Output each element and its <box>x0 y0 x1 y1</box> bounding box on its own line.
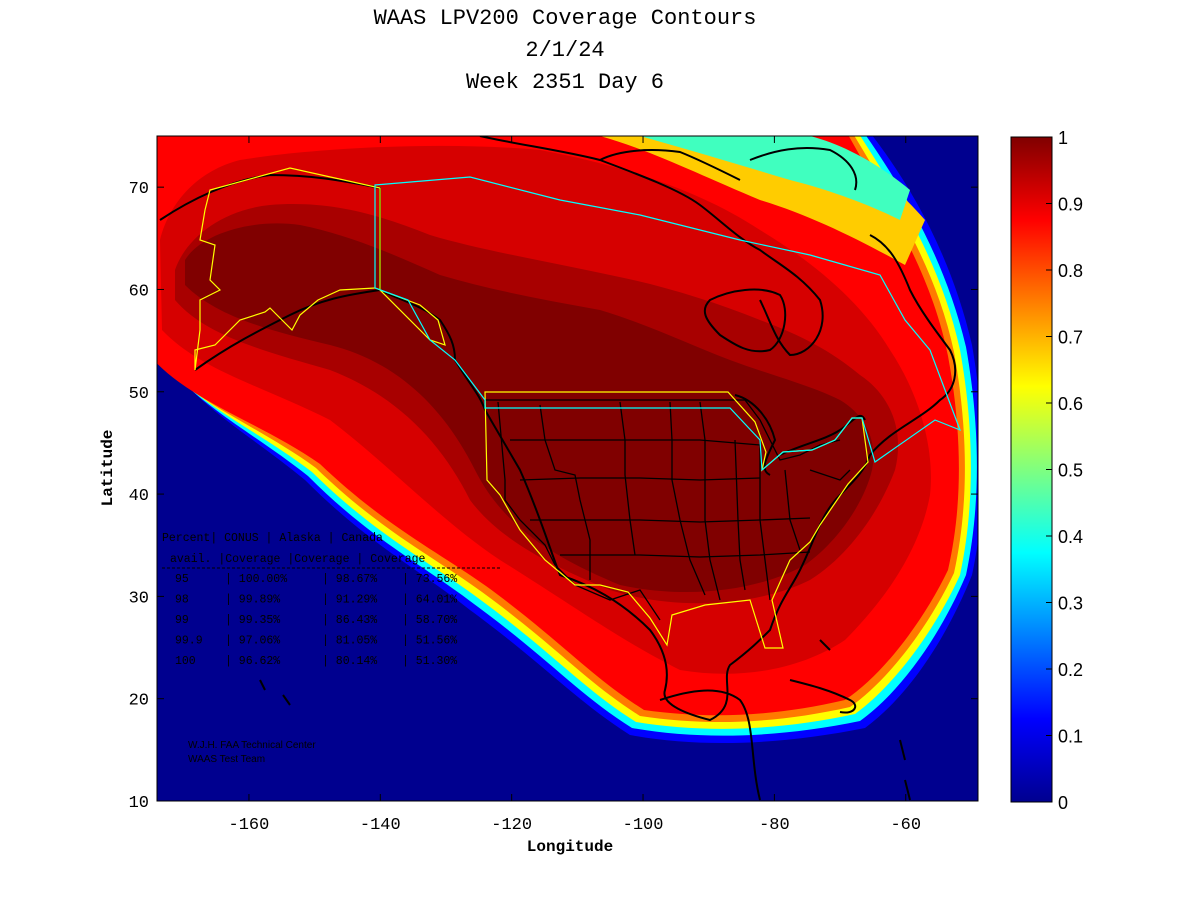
x-tick-label: -140 <box>360 816 401 835</box>
colorbar-tick-label: 0.7 <box>1058 328 1083 348</box>
table-cell-alaska: | 91.29% <box>322 594 377 607</box>
credit-line-1: W.J.H. FAA Technical Center <box>188 740 316 751</box>
colorbar-tick-label: 0.4 <box>1058 527 1083 547</box>
y-tick-label: 70 <box>129 180 149 199</box>
chart-title-line-1: WAAS LPV200 Coverage Contours <box>373 6 757 31</box>
colorbar-tick-label: 0.9 <box>1058 195 1083 215</box>
y-tick-label: 30 <box>129 589 149 608</box>
credit-line-2: WAAS Test Team <box>188 754 265 765</box>
table-cell-percent: 98 <box>175 594 189 607</box>
table-cell-percent: 95 <box>175 573 189 586</box>
table-cell-conus: | 99.35% <box>225 614 280 627</box>
plot-frame <box>156 135 979 802</box>
alaska-boundary <box>194 167 446 371</box>
table-header-canada: Canada <box>342 532 384 545</box>
table-cell-conus: | 100.00% <box>225 573 287 586</box>
colorbar-ticks: 0 0.1 0.2 0.3 0.4 0.5 0.6 0.7 0.8 0.9 1 <box>1046 128 1083 813</box>
y-axis-label: Latitude <box>99 430 117 507</box>
y-tick-label: 10 <box>129 794 149 813</box>
colorbar-tick-label: 0.1 <box>1058 727 1083 747</box>
service-boundaries <box>194 167 962 649</box>
table-cell-alaska: | 86.43% <box>322 614 377 627</box>
table-cell-percent: 100 <box>175 655 196 668</box>
table-rows: 95 | 100.00% | 98.67% | 73.56% 98 | 99.89% | 9… <box>175 573 457 668</box>
colorbar-tick-label: 0 <box>1058 793 1068 813</box>
x-tick-label: -160 <box>229 816 270 835</box>
table-cell-percent: 99 <box>175 614 189 627</box>
table-cell-conus: | 96.62% <box>225 655 280 668</box>
table-header-alaska: Alaska <box>279 532 321 545</box>
table-cell-canada: | 58.70% <box>402 614 457 627</box>
table-cell-canada: | 64.01% <box>402 594 457 607</box>
table-cell-canada: | 51.56% <box>402 635 457 648</box>
table-subheader-alaska: Coverage <box>294 553 349 566</box>
table-cell-canada: | 73.56% <box>402 573 457 586</box>
table-subheader-conus: Coverage <box>225 553 280 566</box>
x-tick-label: -100 <box>623 816 664 835</box>
us-state-boundaries <box>485 399 851 621</box>
colorbar-tick-label: 0.6 <box>1058 394 1083 414</box>
table-cell-alaska: | 98.67% <box>322 573 377 586</box>
table-cell-conus: | 99.89% <box>225 594 280 607</box>
x-tick-label: -120 <box>491 816 532 835</box>
table-subheader-canada: Coverage <box>370 553 425 566</box>
x-axis-label: Longitude <box>527 838 613 856</box>
y-tick-label: 60 <box>129 282 149 301</box>
colorbar <box>1010 136 1053 803</box>
colorbar-tick-label: 0.2 <box>1058 660 1083 680</box>
table-cell-conus: | 97.06% <box>225 635 280 648</box>
x-tick-label: -80 <box>759 816 790 835</box>
colorbar-tick-label: 0.8 <box>1058 261 1083 281</box>
table-cell-canada: | 51.30% <box>402 655 457 668</box>
table-header-percent: Percent <box>162 532 210 545</box>
colorbar-tick-label: 1 <box>1058 128 1068 148</box>
canada-boundary <box>374 176 962 472</box>
y-axis-ticks: 10 20 30 40 50 60 70 <box>129 180 978 813</box>
table-cell-alaska: | 80.14% <box>322 655 377 668</box>
coverage-table: Percent| CONUS | Alaska | Canada avail. … <box>162 532 500 668</box>
coverage-contours <box>157 136 978 744</box>
coastlines <box>159 136 957 801</box>
x-tick-label: -60 <box>890 816 921 835</box>
y-tick-label: 40 <box>129 487 149 506</box>
y-tick-label: 20 <box>129 692 149 711</box>
chart-title-line-2: 2/1/24 <box>525 38 605 63</box>
colorbar-tick-label: 0.3 <box>1058 594 1083 614</box>
table-cell-percent: 99.9 <box>175 635 203 648</box>
colorbar-tick-label: 0.5 <box>1058 461 1083 481</box>
table-subheader-avail: avail. <box>170 553 211 566</box>
x-axis-ticks: -160 -140 -120 -100 -80 -60 <box>229 136 921 835</box>
y-tick-label: 50 <box>129 385 149 404</box>
table-header-row-1: Percent| CONUS | Alaska | Canada <box>162 532 383 545</box>
table-header-conus: CONUS <box>224 532 259 545</box>
chart-title-line-3: Week 2351 Day 6 <box>465 70 665 95</box>
table-header-row-2: avail. |Coverage |Coverage | Coverage <box>170 553 426 566</box>
table-cell-alaska: | 81.05% <box>322 635 377 648</box>
